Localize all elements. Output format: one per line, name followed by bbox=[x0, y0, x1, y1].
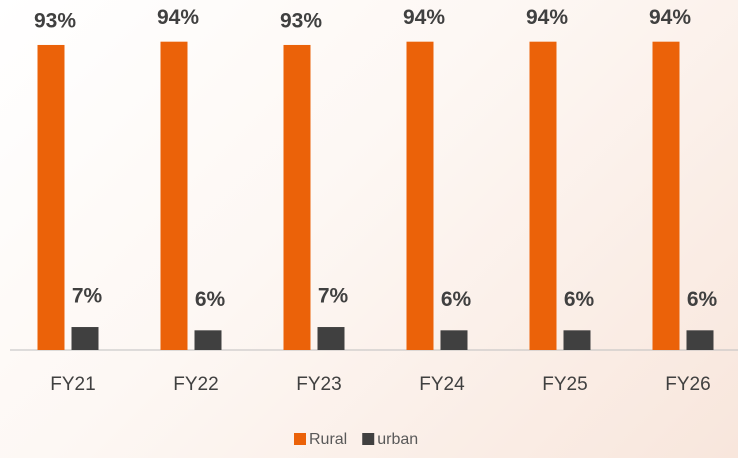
legend-swatch bbox=[294, 433, 306, 445]
bar bbox=[440, 330, 468, 350]
x-tick-label: FY25 bbox=[542, 374, 587, 395]
value-label: 94% bbox=[649, 6, 691, 29]
value-label: 6% bbox=[564, 288, 595, 311]
value-label: 94% bbox=[526, 6, 568, 29]
x-tick-label: FY24 bbox=[419, 374, 465, 395]
value-label: 7% bbox=[72, 285, 103, 308]
x-tick-label: FY21 bbox=[50, 374, 95, 395]
bar bbox=[160, 41, 188, 351]
x-tick-label: FY23 bbox=[296, 374, 341, 395]
bar bbox=[194, 330, 222, 350]
bar bbox=[71, 327, 99, 350]
bar bbox=[529, 41, 557, 351]
bar bbox=[686, 330, 714, 350]
x-tick-label: FY22 bbox=[173, 374, 218, 395]
legend-label: urban bbox=[377, 431, 418, 448]
x-tick-label: FY26 bbox=[665, 374, 710, 395]
bar bbox=[406, 41, 434, 351]
value-label: 7% bbox=[318, 285, 349, 308]
bar bbox=[37, 44, 65, 351]
legend-label: Rural bbox=[309, 431, 347, 448]
value-label: 6% bbox=[195, 288, 226, 311]
bar bbox=[563, 330, 591, 350]
bar bbox=[283, 44, 311, 351]
value-label: 6% bbox=[687, 288, 718, 311]
value-label: 94% bbox=[403, 6, 445, 29]
bar bbox=[652, 41, 680, 351]
value-label: 93% bbox=[34, 10, 76, 33]
legend-swatch bbox=[362, 433, 375, 445]
value-label: 94% bbox=[157, 6, 199, 29]
bar bbox=[317, 327, 345, 350]
value-label: 6% bbox=[441, 288, 472, 311]
value-label: 93% bbox=[280, 10, 322, 33]
